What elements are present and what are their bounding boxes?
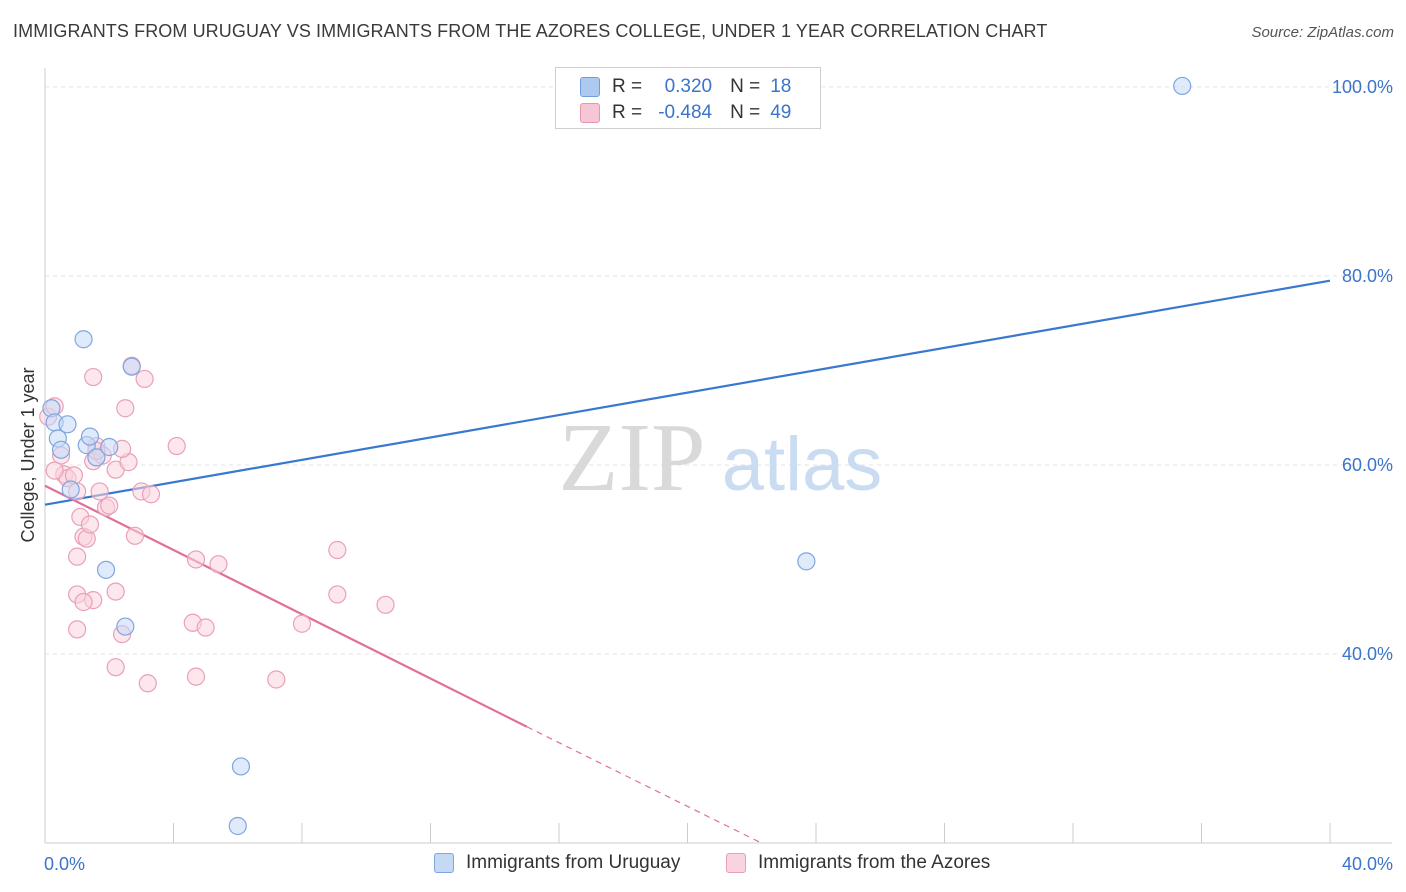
- point-azores: [100, 496, 119, 515]
- point-azores: [328, 585, 347, 604]
- azores-swatch: [580, 103, 600, 123]
- watermark-zip: ZIP: [559, 404, 706, 512]
- point-azores: [68, 620, 87, 639]
- point-azores: [138, 674, 157, 693]
- trendline-uruguay: [44, 279, 1331, 506]
- point-uruguay: [80, 427, 100, 446]
- point-azores: [328, 540, 347, 560]
- y-tick-label: 100.0%: [1332, 77, 1393, 97]
- trendline-azores: [44, 484, 528, 728]
- correlation-stats-box: R = 0.320 N = 18 R = -0.484 N = 49: [555, 67, 821, 129]
- stat-row-azores: R = -0.484 N = 49: [580, 100, 791, 126]
- chart-title: IMMIGRANTS FROM URUGUAY VS IMMIGRANTS FR…: [13, 21, 1048, 41]
- point-uruguay: [122, 357, 141, 376]
- point-azores: [106, 582, 125, 601]
- stat-row-uruguay: R = 0.320 N = 18: [580, 74, 791, 100]
- gridlines: [45, 86, 1392, 655]
- n-value: 18: [770, 76, 792, 97]
- n-label: N =: [730, 76, 761, 97]
- point-uruguay: [116, 617, 135, 636]
- point-azores: [292, 614, 312, 633]
- uruguay-swatch: [580, 77, 600, 97]
- point-uruguay: [87, 448, 106, 467]
- point-uruguay: [231, 757, 251, 776]
- point-azores: [74, 592, 93, 612]
- point-azores: [186, 550, 206, 569]
- point-uruguay: [61, 480, 80, 499]
- point-uruguay: [1173, 76, 1192, 96]
- point-azores: [116, 399, 135, 418]
- point-uruguay: [96, 560, 116, 579]
- n-label: N =: [730, 102, 761, 123]
- legend-label-azores: Immigrants from the Azores: [758, 852, 991, 873]
- point-uruguay: [797, 552, 816, 571]
- point-uruguay: [51, 440, 71, 459]
- legend-item-azores[interactable]: Immigrants from the Azores: [726, 852, 990, 874]
- tick-labels: 100.0% 80.0% 60.0% 40.0% 0.0% 40.0%: [44, 77, 1393, 874]
- point-uruguay: [228, 816, 247, 836]
- point-uruguay: [74, 330, 93, 349]
- trendline-azores-extension: [526, 726, 762, 844]
- point-uruguay: [100, 437, 119, 457]
- point-azores: [106, 658, 125, 677]
- point-azores: [141, 485, 161, 504]
- legend-swatch-azores: [726, 853, 746, 873]
- chart-legend: Immigrants from Uruguay Immigrants from …: [0, 852, 1406, 878]
- data-points: [39, 76, 1192, 836]
- y-tick-label: 80.0%: [1342, 266, 1393, 286]
- r-label: R =: [612, 76, 643, 97]
- point-azores: [167, 436, 186, 456]
- legend-swatch-uruguay: [434, 853, 454, 873]
- point-azores: [84, 367, 103, 387]
- point-azores: [186, 667, 206, 686]
- legend-label-uruguay: Immigrants from Uruguay: [466, 852, 681, 873]
- point-azores: [196, 618, 215, 637]
- r-value: 0.320: [664, 76, 713, 97]
- r-value: -0.484: [658, 102, 713, 123]
- y-tick-label: 60.0%: [1342, 455, 1393, 475]
- x-tick-label: 40.0%: [1342, 854, 1393, 874]
- source-label: Source: ZipAtlas.com: [1251, 24, 1394, 41]
- point-azores: [68, 547, 87, 566]
- watermark-atlas: atlas: [722, 422, 883, 507]
- point-azores: [209, 555, 228, 574]
- point-azores: [135, 369, 154, 389]
- watermark: ZIP atlas: [559, 404, 883, 512]
- point-azores: [267, 670, 286, 689]
- point-uruguay: [58, 415, 77, 434]
- legend-item-uruguay[interactable]: Immigrants from Uruguay: [434, 852, 680, 874]
- n-value: 49: [770, 102, 792, 123]
- x-tick-label: 0.0%: [44, 854, 85, 874]
- point-azores: [376, 595, 395, 614]
- trendlines: [44, 279, 1331, 844]
- axes: [44, 68, 1392, 844]
- y-axis-label: College, Under 1 year: [18, 367, 38, 542]
- point-azores: [45, 461, 64, 480]
- point-azores: [80, 515, 100, 534]
- y-tick-label: 40.0%: [1342, 644, 1393, 664]
- r-label: R =: [612, 102, 643, 123]
- point-azores: [125, 526, 145, 545]
- point-azores: [90, 482, 109, 501]
